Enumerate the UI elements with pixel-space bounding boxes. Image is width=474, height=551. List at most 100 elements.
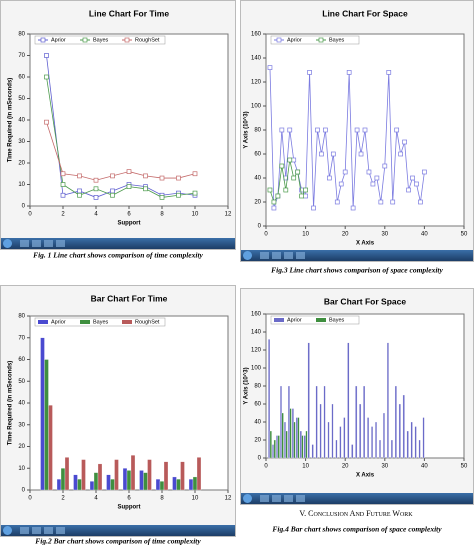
x-tick-label: 4 xyxy=(94,496,98,502)
taskbar-icon xyxy=(284,252,293,259)
marker xyxy=(350,205,356,211)
taskbar xyxy=(1,238,235,249)
y-tick-label: 80 xyxy=(254,384,261,390)
bar xyxy=(143,472,148,491)
marker xyxy=(311,205,316,211)
bar xyxy=(355,385,358,459)
bar xyxy=(280,385,282,459)
y-tick-label: 40 xyxy=(18,118,25,124)
figure-caption: Fig.3 Line chart shows comparison of spa… xyxy=(271,266,443,275)
x-tick-label: 50 xyxy=(461,464,468,470)
y-tick-label: 30 xyxy=(18,139,25,145)
y-tick-label: 0 xyxy=(22,488,26,494)
bar xyxy=(159,481,165,491)
chart-title: Bar Chart For Time xyxy=(91,293,168,303)
marker xyxy=(126,169,132,174)
legend-label: RoughSet xyxy=(135,37,160,43)
y-tick-label: 80 xyxy=(18,314,25,320)
marker xyxy=(271,199,277,205)
marker xyxy=(362,127,368,133)
marker xyxy=(354,127,360,133)
bar xyxy=(414,426,417,459)
marker xyxy=(398,151,403,157)
bar xyxy=(110,478,115,491)
bar xyxy=(291,408,294,459)
bar xyxy=(347,342,350,459)
marker xyxy=(307,70,312,75)
legend-box xyxy=(34,35,166,45)
start-button xyxy=(243,251,252,260)
y-tick-label: 50 xyxy=(18,379,25,385)
marker xyxy=(291,175,297,181)
bar xyxy=(44,359,49,491)
bar xyxy=(394,385,397,459)
bar xyxy=(289,408,292,459)
y-axis-label: Time Required (in mSeconds) xyxy=(8,361,14,446)
marker xyxy=(386,70,392,75)
bar xyxy=(323,385,326,459)
x-tick-label: 8 xyxy=(160,496,164,502)
bar xyxy=(130,455,136,491)
y-tick-label: 50 xyxy=(18,96,25,102)
x-axis-label: Support xyxy=(118,221,141,227)
taskbar-icon xyxy=(272,495,281,502)
marker xyxy=(315,127,320,133)
y-tick-label: 60 xyxy=(18,75,25,81)
x-tick-label: 12 xyxy=(225,496,232,502)
marker xyxy=(378,199,384,205)
start-button xyxy=(243,494,252,503)
marker xyxy=(93,195,99,200)
bar xyxy=(268,339,271,459)
x-tick-label: 12 xyxy=(225,212,232,218)
chart-title: Line Chart For Time xyxy=(89,8,169,18)
taskbar-icon xyxy=(56,240,65,247)
bar xyxy=(269,430,272,459)
legend-marker xyxy=(82,37,88,43)
x-tick-label: 8 xyxy=(160,212,164,218)
legend-label: Aprior xyxy=(287,317,302,323)
x-tick-label: 30 xyxy=(381,232,388,238)
x-tick-label: 2 xyxy=(61,212,65,218)
bar xyxy=(272,444,275,459)
bar xyxy=(299,430,302,459)
marker xyxy=(176,192,181,198)
y-tick-label: 40 xyxy=(254,420,261,426)
y-axis-label: Y Axis (10^3) xyxy=(244,367,250,404)
y-tick-label: 10 xyxy=(18,466,25,472)
taskbar-icon xyxy=(20,240,29,247)
marker xyxy=(93,177,99,183)
marker xyxy=(110,188,115,194)
marker xyxy=(303,187,308,193)
x-axis-label: Support xyxy=(118,505,141,511)
bar xyxy=(367,417,370,459)
bar xyxy=(398,403,401,459)
taskbar-icon xyxy=(284,495,293,502)
bar xyxy=(379,439,381,459)
marker xyxy=(93,186,99,192)
y-tick-label: 160 xyxy=(251,312,262,318)
figure-caption: Fig. 1 Line chart shows comparison of ti… xyxy=(33,251,203,260)
y-tick-label: 0 xyxy=(258,456,262,462)
y-tick-label: 120 xyxy=(251,348,262,354)
y-tick-label: 20 xyxy=(18,444,25,450)
bar xyxy=(56,478,62,491)
bar xyxy=(285,430,288,459)
bar xyxy=(276,435,279,459)
marker xyxy=(346,70,352,75)
marker xyxy=(192,190,198,196)
bar xyxy=(386,342,389,459)
bar xyxy=(77,478,82,491)
bar xyxy=(375,421,378,459)
marker xyxy=(110,173,115,179)
bar xyxy=(335,439,338,459)
marker xyxy=(390,199,396,205)
plot-area xyxy=(29,33,229,207)
bar xyxy=(114,459,119,491)
bar xyxy=(315,385,318,459)
legend-box xyxy=(270,315,360,325)
marker xyxy=(327,175,332,181)
y-tick-label: 40 xyxy=(254,176,261,182)
bar xyxy=(295,417,298,459)
taskbar-icon xyxy=(296,252,305,259)
